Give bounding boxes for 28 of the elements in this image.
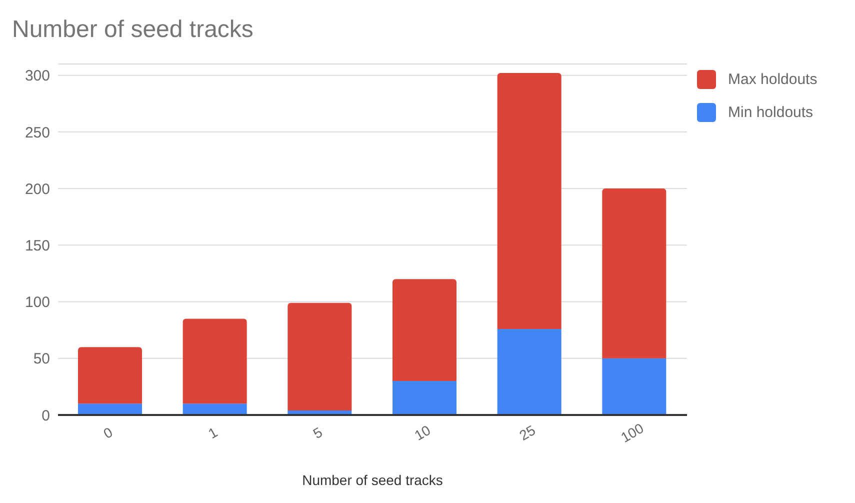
y-tick-label: 300 xyxy=(24,68,50,85)
bar xyxy=(392,381,456,415)
y-tick-label: 150 xyxy=(24,237,50,254)
bar xyxy=(182,404,247,415)
bar xyxy=(602,188,666,358)
x-tick-label: 0 xyxy=(100,424,116,442)
x-axis-title: Number of seed tracks xyxy=(302,472,443,488)
y-tick-label: 200 xyxy=(24,180,50,198)
y-tick-label: 50 xyxy=(33,350,50,368)
y-tick-label: 250 xyxy=(24,124,50,142)
bar xyxy=(78,347,142,404)
bar xyxy=(288,302,352,410)
bar xyxy=(602,358,666,415)
bar xyxy=(392,279,456,382)
chart-title: Number of seed tracks xyxy=(12,16,254,44)
x-tick-label: 25 xyxy=(516,422,538,444)
legend-label: Max holdouts xyxy=(728,71,818,88)
bar xyxy=(497,328,562,415)
bar xyxy=(78,404,142,415)
x-tick-label: 100 xyxy=(618,420,646,446)
x-tick-label: 10 xyxy=(412,422,434,444)
legend-label: Min holdouts xyxy=(728,104,814,121)
bar xyxy=(182,318,247,404)
bar xyxy=(497,73,562,329)
y-tick-label: 100 xyxy=(24,294,50,312)
x-tick-label: 5 xyxy=(310,424,326,442)
y-tick-label: 0 xyxy=(42,407,50,424)
x-tick-label: 1 xyxy=(205,424,220,442)
